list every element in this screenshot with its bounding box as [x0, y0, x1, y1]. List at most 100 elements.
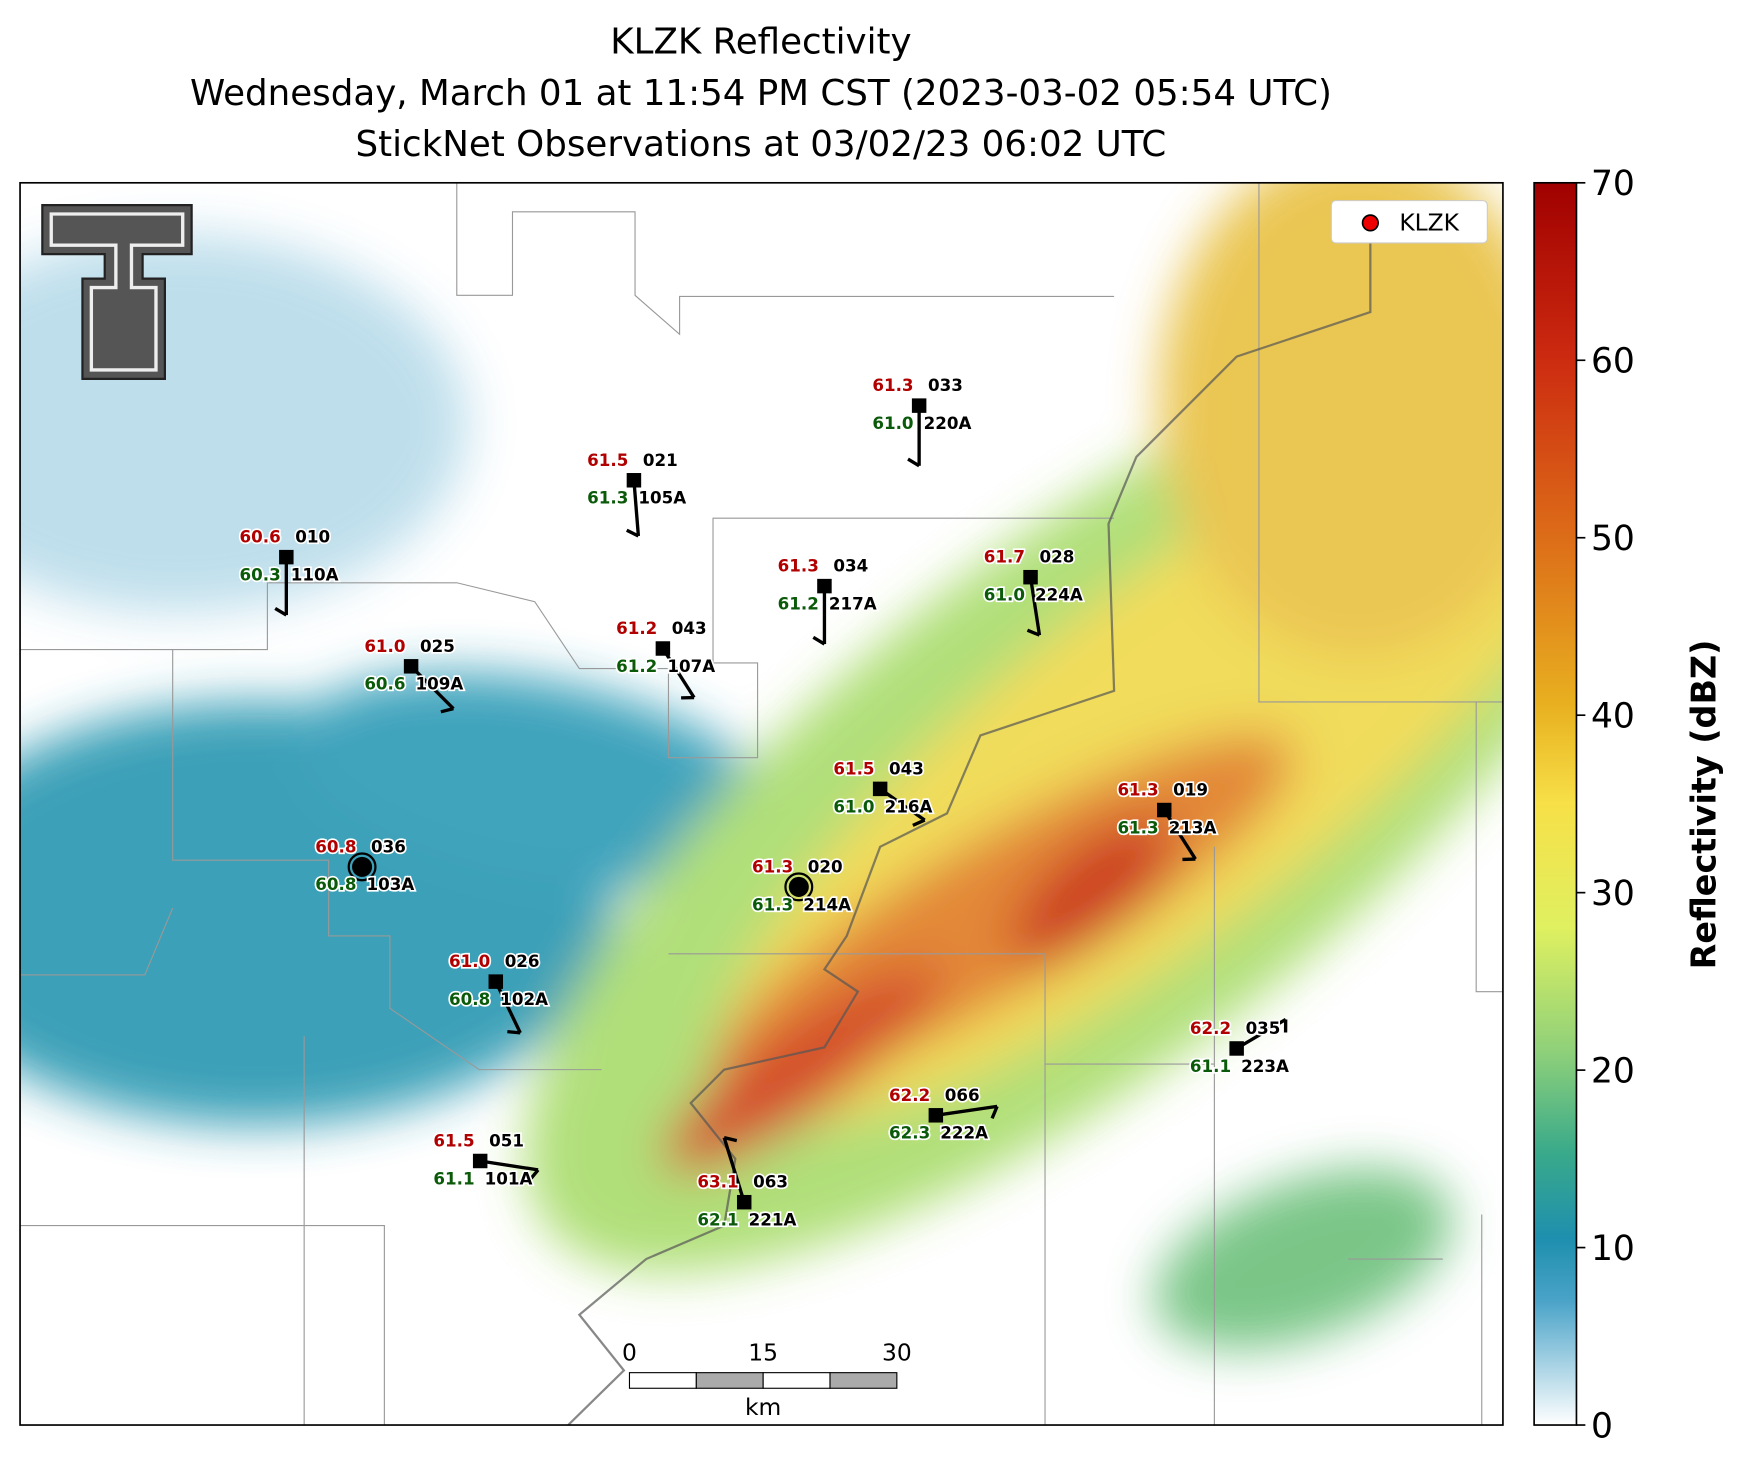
- temperature: 61.3: [778, 556, 819, 576]
- colorbar-label: Reflectivity (dBZ): [1685, 640, 1724, 970]
- station-number: 063: [753, 1172, 788, 1192]
- wind-barb: [935, 1104, 998, 1117]
- station: 61.5 051 61.1 101A: [432, 1129, 540, 1190]
- station-number: 036: [371, 836, 406, 856]
- dewpoint: 60.8: [449, 989, 490, 1009]
- temperature: 63.1: [697, 1172, 738, 1192]
- dewpoint: 61.2: [616, 656, 657, 676]
- temperature: 61.3: [752, 856, 793, 876]
- station-marker: [279, 549, 294, 565]
- temperature: 61.5: [433, 1131, 474, 1151]
- colorbar-tick-label: 10: [1591, 1229, 1635, 1269]
- temperature: 61.3: [1117, 780, 1158, 800]
- dewpoint: 61.2: [778, 594, 819, 614]
- station-marker: [655, 641, 671, 656]
- wind-barb: [661, 647, 696, 699]
- wind-barb-flag: [507, 1029, 521, 1035]
- dewpoint: 60.8: [315, 874, 356, 894]
- dewpoint: 62.1: [697, 1210, 738, 1230]
- legend-label: KLZK: [1399, 209, 1459, 237]
- station-marker: [911, 398, 927, 413]
- scale-tick-label: 30: [882, 1338, 912, 1366]
- station-marker: [1229, 1041, 1244, 1056]
- temperature: 61.3: [872, 375, 913, 395]
- dewpoint: 62.3: [889, 1123, 930, 1143]
- radar-echo: [1154, 1168, 1453, 1350]
- wind-barb-flag: [625, 528, 640, 538]
- station-id: 107A: [667, 656, 715, 676]
- wind-barb: [1028, 576, 1042, 636]
- wind-barb: [494, 980, 522, 1034]
- radar-echo: [20, 234, 468, 613]
- wind-barb-flag: [1026, 628, 1041, 637]
- radar-echo: [662, 967, 942, 1173]
- station-number: 043: [672, 618, 707, 638]
- station-number: 028: [1039, 547, 1074, 567]
- temperature: 61.2: [616, 618, 657, 638]
- scale-segment: [695, 1372, 764, 1389]
- station: 61.2 043 61.2 107A: [614, 616, 717, 700]
- station: 61.0 025 60.6 109A: [363, 634, 465, 714]
- station-marker: [872, 781, 888, 797]
- station: 60.8 036 60.8 103A: [314, 835, 416, 896]
- colorbar-tick-label: 60: [1591, 342, 1635, 382]
- radar-field: [20, 182, 1503, 1426]
- radar-echo: [1009, 818, 1174, 965]
- temperature: 62.2: [1190, 1018, 1231, 1038]
- station-marker: [928, 1108, 944, 1123]
- station: 63.1 063 62.1 221A: [696, 1135, 798, 1231]
- temperature: 61.0: [449, 951, 490, 971]
- wind-barb: [1162, 809, 1197, 860]
- temperature: 61.5: [587, 450, 628, 470]
- wind-barb-flag: [274, 606, 288, 617]
- scale-unit: km: [745, 1393, 781, 1421]
- temperature: 62.2: [889, 1085, 930, 1105]
- station-marker: [403, 659, 419, 674]
- station: 61.7 028 61.0 224A: [982, 545, 1085, 637]
- station-id: 101A: [485, 1168, 533, 1188]
- station-marker: [472, 1153, 488, 1169]
- station-ring: [347, 852, 377, 882]
- legend: KLZK: [1330, 200, 1488, 244]
- logo: [41, 203, 193, 381]
- station-id: 213A: [1169, 817, 1217, 837]
- title-line: Wednesday, March 01 at 11:54 PM CST (202…: [190, 73, 1332, 114]
- station-number: 021: [643, 450, 678, 470]
- wind-barb-flag: [990, 1105, 999, 1120]
- station-number: 010: [295, 527, 330, 547]
- station-id: 109A: [416, 674, 464, 694]
- station-id: 222A: [940, 1123, 988, 1143]
- station-number: 035: [1246, 1018, 1281, 1038]
- wind-barb: [879, 787, 926, 822]
- wind-barb-flag: [912, 818, 926, 827]
- colorbar-tick-label: 0: [1591, 1406, 1613, 1446]
- station-number: 020: [808, 856, 843, 876]
- station-number: 026: [505, 951, 540, 971]
- dewpoint: 61.3: [752, 894, 793, 914]
- station-id: 110A: [291, 565, 339, 585]
- station-marker: [352, 856, 373, 877]
- station: 62.2 035 61.1 223A: [1188, 1016, 1290, 1077]
- temperature: 60.6: [240, 527, 281, 547]
- dewpoint: 61.0: [833, 796, 874, 816]
- wind-barb-flag: [440, 707, 454, 714]
- station-number: 025: [420, 636, 455, 656]
- station-id: 220A: [924, 413, 972, 433]
- county-lines: [20, 182, 1503, 1426]
- station-ring: [784, 872, 814, 902]
- title-line: StickNet Observations at 03/02/23 06:02 …: [356, 124, 1167, 165]
- colorbar-tick-label: 50: [1591, 519, 1635, 559]
- station-number: 043: [889, 758, 924, 778]
- temperature: 61.7: [984, 547, 1025, 567]
- river: [567, 222, 1372, 1426]
- station-marker: [788, 876, 809, 897]
- wind-barb: [722, 1137, 746, 1203]
- dewpoint: 61.3: [587, 488, 628, 508]
- station-number: 051: [489, 1131, 524, 1151]
- wind-barb: [479, 1159, 539, 1172]
- station-number: 019: [1173, 780, 1208, 800]
- legend-marker: [1361, 214, 1379, 232]
- wind-barb-flag: [812, 635, 826, 646]
